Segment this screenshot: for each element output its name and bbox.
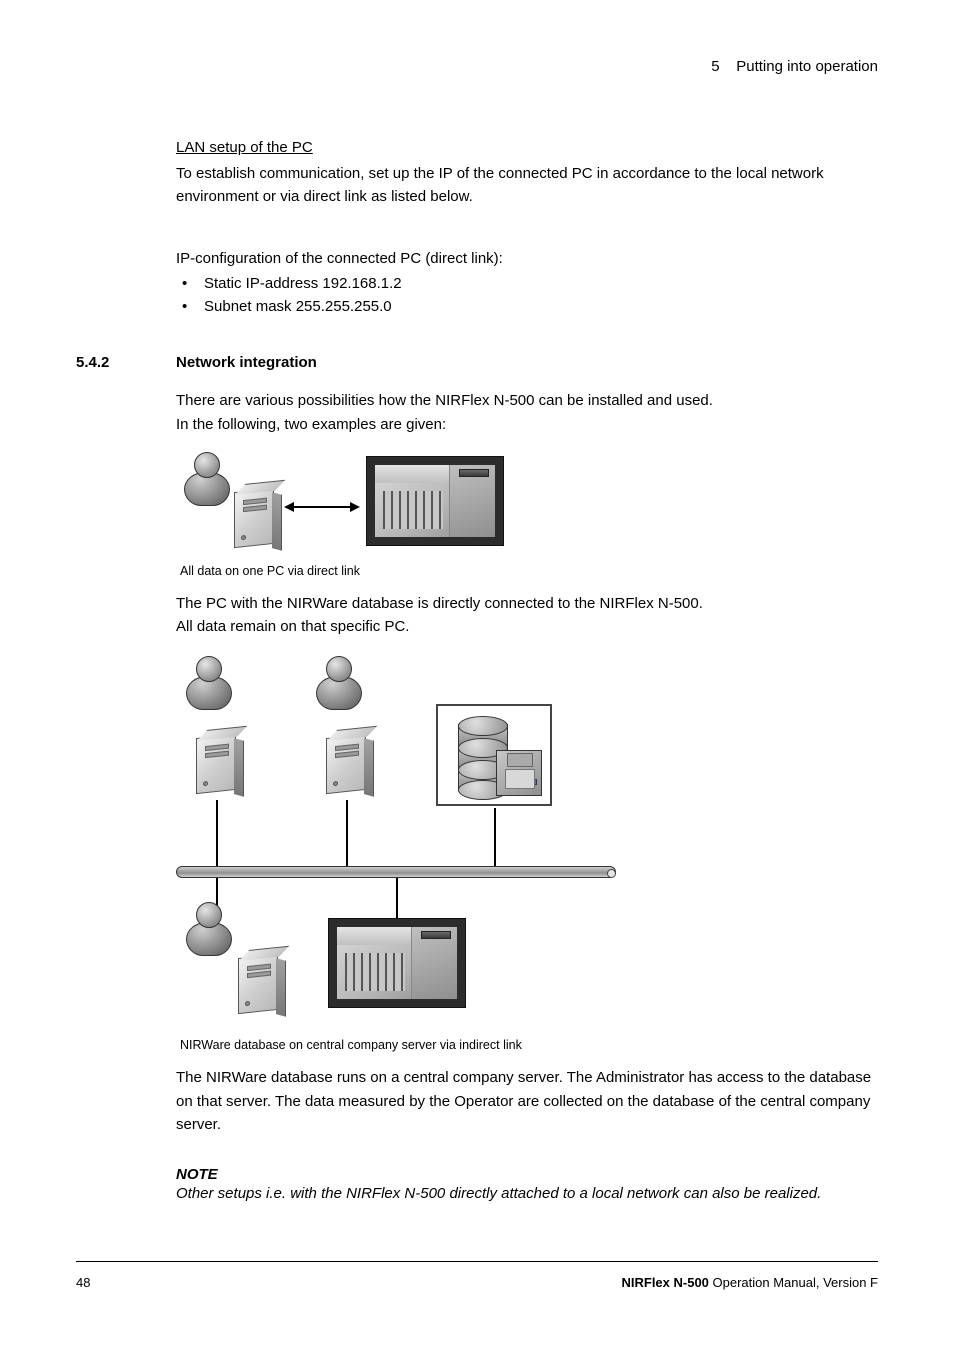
net-vline xyxy=(216,800,218,866)
s2-p3: The PC with the NIRWare database is dire… xyxy=(176,592,878,615)
s2-p5: The NIRWare database runs on a central c… xyxy=(176,1066,878,1136)
header-section-num: 5 xyxy=(711,58,719,75)
net-vline xyxy=(346,800,348,866)
user-icon xyxy=(186,656,232,712)
footer-product: NIRFlex N-500 xyxy=(621,1275,708,1290)
server-icon xyxy=(436,704,552,806)
user-icon xyxy=(184,452,230,508)
note-body: Other setups i.e. with the NIRFlex N-500… xyxy=(176,1183,878,1206)
footer-page: 48 xyxy=(76,1275,90,1290)
user-icon xyxy=(316,656,362,712)
header-section: 5 Putting into operation xyxy=(76,58,878,75)
diagram-direct-link xyxy=(176,452,516,552)
user-icon xyxy=(186,902,232,958)
floppy-icon xyxy=(496,750,542,796)
network-bus xyxy=(176,866,616,878)
net-vline xyxy=(494,808,496,866)
section-title: Network integration xyxy=(176,354,317,371)
lan-title: LAN setup of the PC xyxy=(176,139,878,156)
pc-icon xyxy=(238,954,278,1014)
section-num: 5.4.2 xyxy=(76,354,176,371)
footer-doc: NIRFlex N-500 Operation Manual, Version … xyxy=(621,1275,878,1290)
s2-p2: In the following, two examples are given… xyxy=(176,413,878,436)
instrument-icon xyxy=(366,456,504,546)
diagram-network xyxy=(176,656,696,1026)
footer: 48 NIRFlex N-500 Operation Manual, Versi… xyxy=(76,1275,878,1290)
header-section-title: Putting into operation xyxy=(736,58,878,75)
pc-icon xyxy=(196,734,236,794)
s2-p4: All data remain on that specific PC. xyxy=(176,615,878,638)
lan-p1: To establish communication, set up the I… xyxy=(176,162,878,209)
lan-p2: IP-configuration of the connected PC (di… xyxy=(176,247,878,270)
diagram1-caption: All data on one PC via direct link xyxy=(180,564,878,578)
link-arrow-right-icon xyxy=(350,502,360,512)
s2-p1: There are various possibilities how the … xyxy=(176,389,878,412)
footer-rule xyxy=(76,1261,878,1262)
lan-bullets: Static IP-address 192.168.1.2 Subnet mas… xyxy=(176,272,878,319)
note-head: NOTE xyxy=(176,1166,878,1183)
link-line xyxy=(288,506,352,508)
lan-b1: Static IP-address 192.168.1.2 xyxy=(204,272,878,295)
net-vline xyxy=(396,878,398,920)
pc-icon xyxy=(326,734,366,794)
footer-suffix: Operation Manual, Version F xyxy=(709,1275,878,1290)
diagram2-caption: NIRWare database on central company serv… xyxy=(180,1038,878,1052)
instrument-icon xyxy=(328,918,466,1008)
lan-b2: Subnet mask 255.255.255.0 xyxy=(204,295,878,318)
pc-icon xyxy=(234,488,274,548)
